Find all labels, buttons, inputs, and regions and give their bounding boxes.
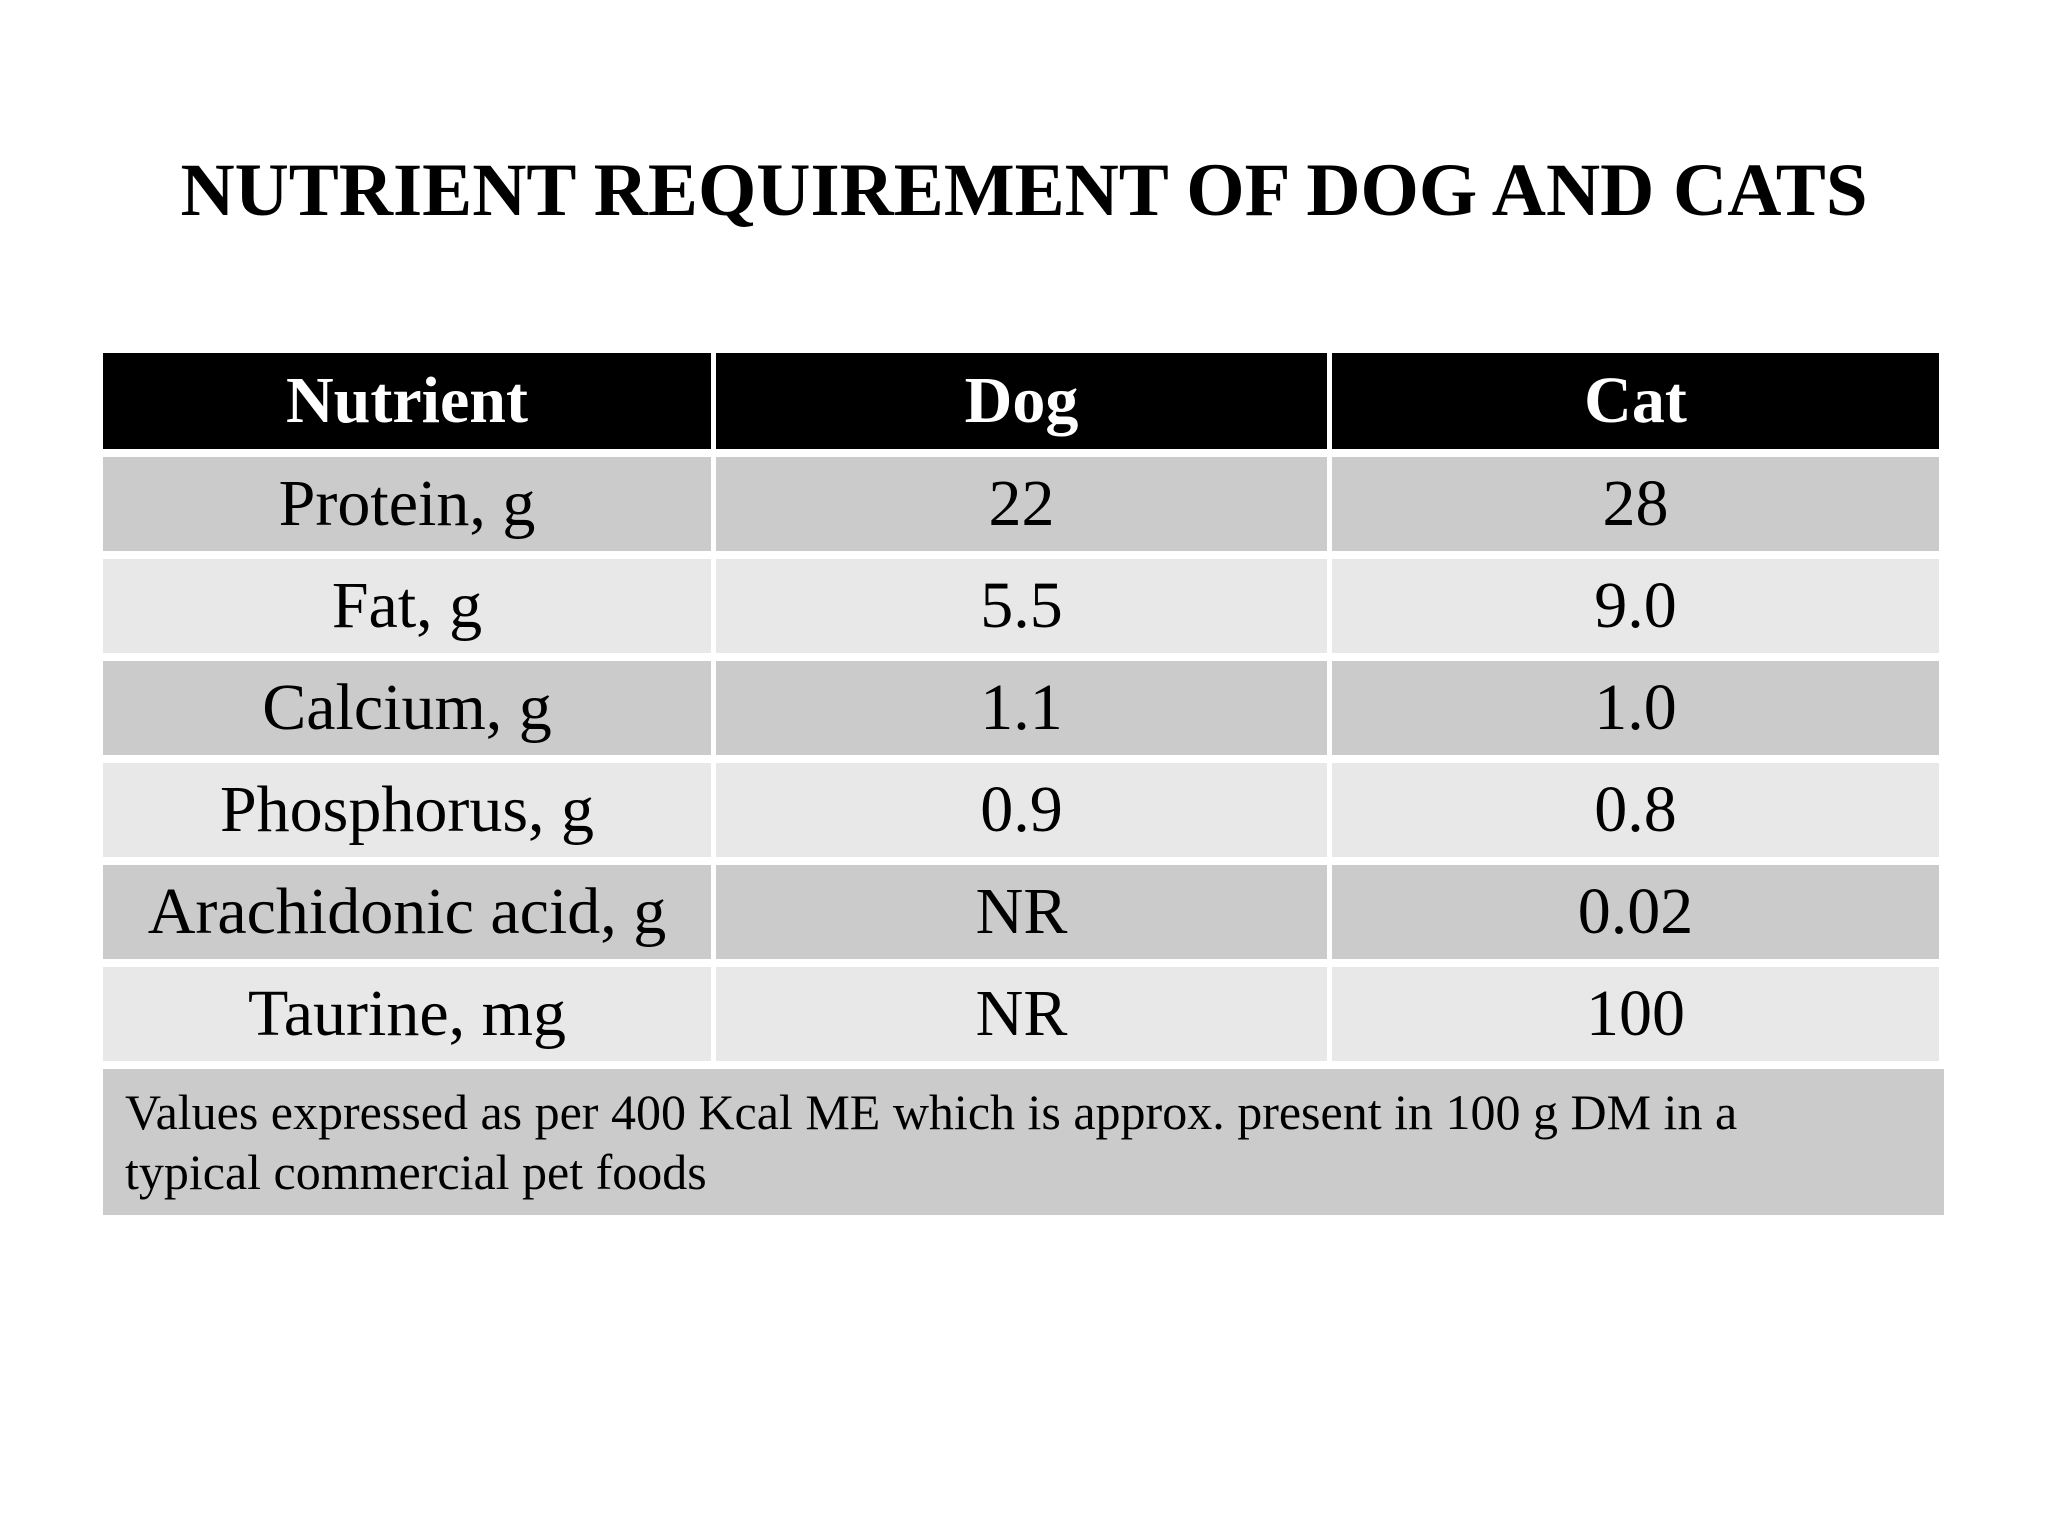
cell-cat-value: 28: [1332, 457, 1939, 551]
page-title: NUTRIENT REQUIREMENT OF DOG AND CATS: [180, 149, 1868, 232]
table-row: Phosphorus, g 0.9 0.8: [103, 763, 1944, 857]
table-row: Protein, g 22 28: [103, 457, 1944, 551]
table-body: Protein, g 22 28 Fat, g 5.5 9.0 Calcium,…: [103, 457, 1944, 1061]
table-row: Taurine, mg NR 100: [103, 967, 1944, 1061]
cell-nutrient: Taurine, mg: [103, 967, 711, 1061]
table-row: Fat, g 5.5 9.0: [103, 559, 1944, 653]
cell-dog-value: 0.9: [716, 763, 1327, 857]
footnote-line-1: Values expressed as per 400 Kcal ME whic…: [125, 1084, 1738, 1140]
cell-cat-value: 0.02: [1332, 865, 1939, 959]
header-cell-cat: Cat: [1332, 353, 1939, 449]
cell-nutrient: Fat, g: [103, 559, 711, 653]
cell-nutrient: Arachidonic acid, g: [103, 865, 711, 959]
cell-dog-value: 22: [716, 457, 1327, 551]
nutrient-table: Nutrient Dog Cat Protein, g 22 28 Fat, g…: [103, 353, 1944, 1215]
cell-cat-value: 1.0: [1332, 661, 1939, 755]
table-row: Arachidonic acid, g NR 0.02: [103, 865, 1944, 959]
header-cell-dog: Dog: [716, 353, 1327, 449]
footnote-line-2: typical commercial pet foods: [125, 1144, 707, 1200]
cell-dog-value: NR: [716, 865, 1327, 959]
cell-dog-value: 1.1: [716, 661, 1327, 755]
table-row: Calcium, g 1.1 1.0: [103, 661, 1944, 755]
cell-cat-value: 0.8: [1332, 763, 1939, 857]
header-row: Nutrient Dog Cat: [103, 353, 1944, 449]
header-cell-nutrient: Nutrient: [103, 353, 711, 449]
table-footnote: Values expressed as per 400 Kcal ME whic…: [103, 1069, 1944, 1215]
cell-cat-value: 9.0: [1332, 559, 1939, 653]
cell-nutrient: Protein, g: [103, 457, 711, 551]
cell-nutrient: Phosphorus, g: [103, 763, 711, 857]
cell-dog-value: 5.5: [716, 559, 1327, 653]
cell-nutrient: Calcium, g: [103, 661, 711, 755]
cell-dog-value: NR: [716, 967, 1327, 1061]
cell-cat-value: 100: [1332, 967, 1939, 1061]
